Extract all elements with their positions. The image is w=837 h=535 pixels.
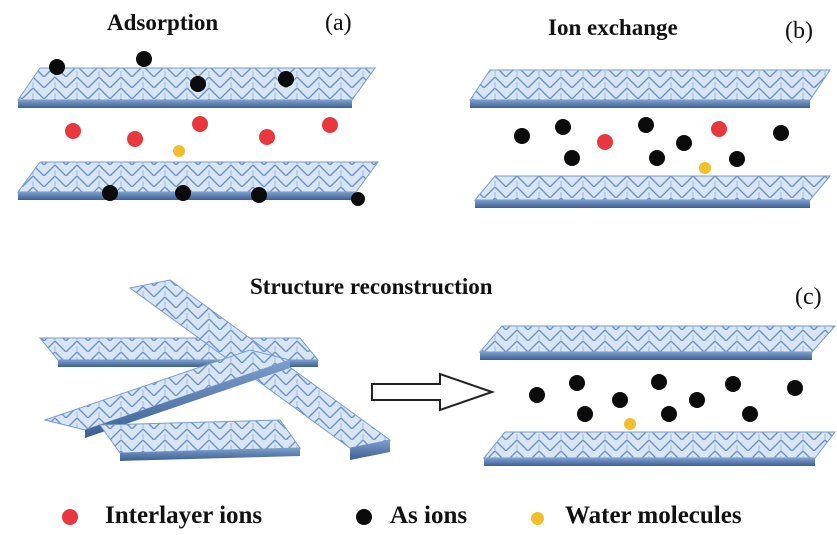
as-ion xyxy=(729,151,745,167)
panel-b-title: Ion exchange xyxy=(548,15,678,40)
legend-water-swatch xyxy=(531,512,544,525)
panel-b-top-sheet xyxy=(469,69,831,108)
as-ion xyxy=(676,135,692,151)
interlayer-ion xyxy=(127,131,143,147)
panel-c-title: Structure reconstruction xyxy=(250,274,493,299)
interlayer-ion xyxy=(322,117,338,133)
as-ion xyxy=(651,374,667,390)
as-ion xyxy=(251,187,267,203)
as-ion xyxy=(787,380,803,396)
panel-b-bottom-sheet xyxy=(473,175,832,208)
water-molecule xyxy=(699,162,711,174)
as-ion xyxy=(773,125,789,141)
panel-c-tag: (c) xyxy=(795,284,822,310)
reconstruction-arrow xyxy=(371,372,496,412)
as-ion xyxy=(49,59,65,75)
as-ion xyxy=(612,392,628,408)
panel-c-top-sheet xyxy=(478,325,837,360)
as-ion xyxy=(638,117,654,133)
panel-c-collapsed-sheets xyxy=(38,279,392,461)
as-ion xyxy=(725,376,741,392)
panel-a-bottom-sheet xyxy=(17,161,379,200)
panel-b-tag: (b) xyxy=(785,18,813,44)
panel-a-interlayer-ions xyxy=(65,116,338,147)
interlayer-ion xyxy=(65,123,81,139)
legend-as-swatch xyxy=(356,509,372,525)
as-ion xyxy=(555,119,571,135)
as-ion xyxy=(529,387,545,403)
as-ion xyxy=(351,192,365,206)
as-ion xyxy=(649,150,665,166)
water-molecule xyxy=(624,418,636,430)
panel-c-as-ions xyxy=(529,374,803,422)
legend-as-label: As ions xyxy=(390,502,468,529)
as-ion xyxy=(577,406,593,422)
panel-c-bottom-sheet xyxy=(482,431,837,466)
as-ion xyxy=(175,185,191,201)
as-ion xyxy=(689,392,705,408)
as-ion xyxy=(278,71,294,87)
as-ion xyxy=(569,375,585,391)
panel-b-interlayer-ions xyxy=(597,121,727,150)
as-ion xyxy=(564,150,580,166)
interlayer-ion xyxy=(259,129,275,145)
interlayer-ion xyxy=(711,121,727,137)
as-ion xyxy=(190,76,206,92)
interlayer-ion xyxy=(597,134,613,150)
legend-water-label: Water molecules xyxy=(565,502,742,529)
panel-a-tag: (a) xyxy=(325,10,352,36)
as-ion xyxy=(102,185,118,201)
water-molecule xyxy=(173,145,185,157)
as-ion xyxy=(136,51,152,67)
panel-b-as-ions xyxy=(514,117,789,167)
legend-interlayer-swatch xyxy=(62,509,78,525)
as-ion xyxy=(742,406,758,422)
as-ion xyxy=(514,128,530,144)
legend-interlayer-label: Interlayer ions xyxy=(105,502,263,529)
interlayer-ion xyxy=(192,116,208,132)
panel-a-as-ions xyxy=(49,51,365,206)
as-ion xyxy=(661,406,677,422)
panel-a-title: Adsorption xyxy=(107,10,219,35)
